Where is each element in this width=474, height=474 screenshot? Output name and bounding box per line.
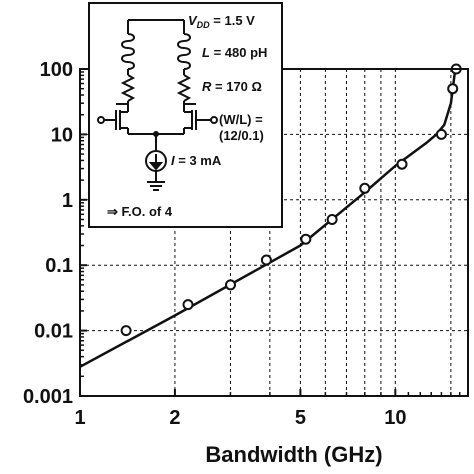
resistor-right-icon [176,74,192,102]
data-point-marker [435,128,447,140]
data-point-marker [396,158,408,170]
resistance-value: = 170 Ω [215,79,262,94]
transistor-right-icon [183,110,218,134]
inductor-right-icon [177,33,191,70]
data-point-marker [120,325,132,337]
wl-label: (W/L) = [219,112,263,127]
data-point-marker [326,214,338,225]
inductance-label: L = 480 pH [202,45,267,60]
y-tick-label: 0.1 [45,255,73,277]
x-tick-label: 1 [74,407,85,429]
fanout-label: ⇒ F.O. of 4 [107,204,173,219]
data-point-marker [182,299,194,311]
ground-icon [147,181,165,191]
x-axis-label: Bandwidth (GHz) [205,442,382,467]
x-tick-label: 2 [169,407,180,429]
x-tick-label: 10 [384,407,406,429]
data-point-marker [300,233,312,245]
data-point-marker [225,279,236,291]
tick-marks [79,68,469,397]
resistance-label: R = 170 Ω [202,79,262,94]
circuit-schematic [97,19,218,191]
fit-curve-layer [79,68,457,368]
y-tick-label: 100 [40,59,73,81]
y-tick-label: 0.001 [23,386,73,408]
data-point-marker [359,182,371,194]
y-tick-label: 1 [62,190,73,212]
inset-labels: VDD = 1.5 V L = 480 pH R = 170 Ω (W/L) =… [107,13,267,219]
resistor-left-icon [120,74,136,102]
transistor-left-icon [97,110,129,134]
y-tick-label: 10 [51,124,73,146]
fit-curve-line [79,68,457,368]
data-point-marker [260,254,272,266]
current-value: = 3 mA [178,153,222,168]
marker-layer [120,63,462,337]
y-tick-label: 0.01 [34,321,73,343]
x-tick-label: 5 [295,407,306,429]
vdd-label: VDD = 1.5 V [188,13,255,30]
wl-value: (12/0.1) [219,128,264,143]
vdd-value: = 1.5 V [213,13,255,28]
y-tick-labels: 0.001 0.01 0.1 1 10 100 [23,59,73,408]
inductor-left-icon [121,33,135,70]
current-label: I = 3 mA [171,153,222,168]
data-point-marker [447,83,459,95]
inductance-value: = 480 pH [214,45,268,60]
circuit-inset: VDD = 1.5 V L = 480 pH R = 170 Ω (W/L) =… [88,2,283,228]
x-tick-labels: 1 2 5 10 [74,407,406,429]
